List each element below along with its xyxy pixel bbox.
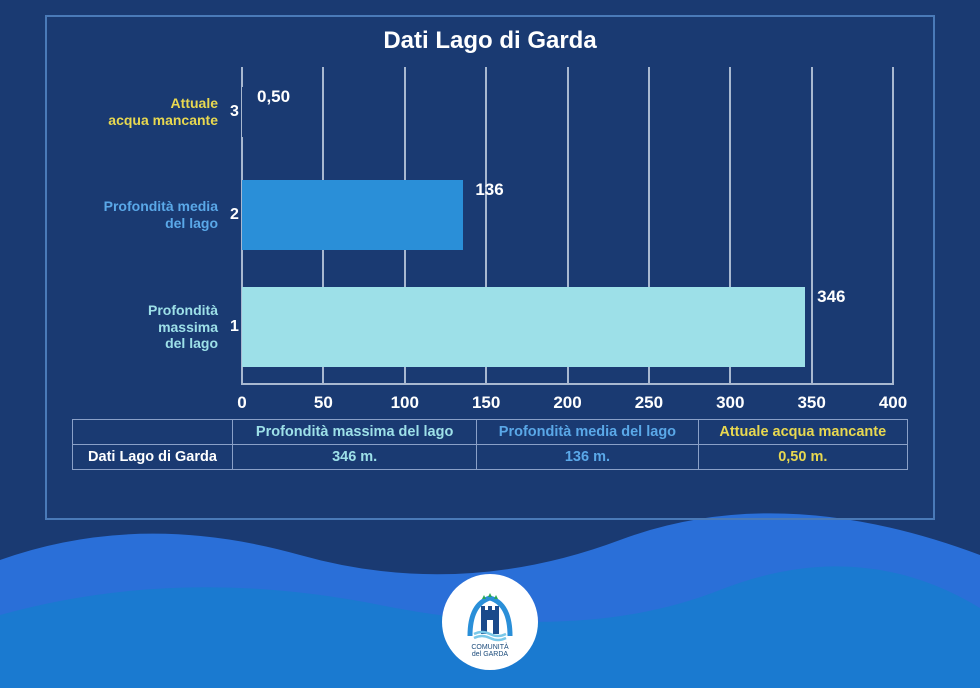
bar-row: Profondità massimadel lago1346	[242, 287, 805, 367]
table-col-header: Profondità massima del lago	[233, 420, 477, 445]
bar-value-label: 136	[463, 180, 503, 200]
x-tick-label: 50	[314, 393, 333, 413]
x-tick-label: 150	[472, 393, 500, 413]
table-col-header: Attuale acqua mancante	[698, 420, 907, 445]
table-col-header: Profondità media del lago	[477, 420, 698, 445]
bar: 136	[242, 180, 463, 250]
chart-frame: Dati Lago di Garda 050100150200250300350…	[45, 15, 935, 520]
bar: 0,50	[242, 87, 245, 137]
y-tick-number: 1	[230, 318, 239, 336]
table-corner-cell	[73, 420, 233, 445]
y-tick-number: 2	[230, 206, 239, 224]
table-cell: 136 m.	[477, 445, 698, 470]
table-data-row: Dati Lago di Garda 346 m. 136 m. 0,50 m.	[73, 445, 908, 470]
y-category-label: Attualeacqua mancante	[92, 95, 242, 129]
x-tick-label: 0	[237, 393, 246, 413]
gridline	[811, 67, 813, 385]
table-row-label: Dati Lago di Garda	[73, 445, 233, 470]
castle-icon	[460, 586, 520, 642]
gridline	[892, 67, 894, 385]
logo-badge: COMUNITÀ del GARDA	[442, 574, 538, 670]
bar-row: Attualeacqua mancante30,50	[242, 87, 245, 137]
bar: 346	[242, 287, 805, 367]
chart-title: Dati Lago di Garda	[72, 27, 908, 55]
x-tick-label: 100	[391, 393, 419, 413]
bar-value-label: 0,50	[245, 87, 290, 107]
bar-value-label: 346	[805, 287, 845, 307]
x-tick-label: 250	[635, 393, 663, 413]
data-table: Profondità massima del lago Profondità m…	[72, 419, 908, 470]
table-cell: 346 m.	[233, 445, 477, 470]
logo-text: COMUNITÀ del GARDA	[471, 644, 508, 658]
table-header-row: Profondità massima del lago Profondità m…	[73, 420, 908, 445]
y-category-label: Profondità mediadel lago	[92, 198, 242, 232]
table-cell: 0,50 m.	[698, 445, 907, 470]
y-tick-number: 3	[230, 103, 239, 121]
x-tick-label: 200	[553, 393, 581, 413]
x-tick-label: 300	[716, 393, 744, 413]
x-tick-label: 400	[879, 393, 907, 413]
chart-plot-area: 050100150200250300350400Attualeacqua man…	[242, 67, 893, 407]
bar-row: Profondità mediadel lago2136	[242, 180, 463, 250]
x-tick-label: 350	[797, 393, 825, 413]
y-category-label: Profondità massimadel lago	[92, 302, 242, 352]
